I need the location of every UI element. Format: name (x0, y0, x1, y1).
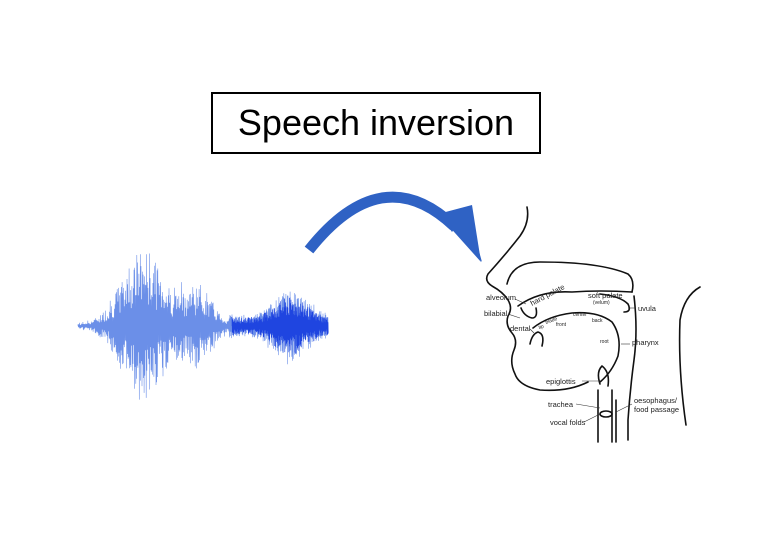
label-blade: blade (545, 316, 559, 326)
leader-lines (507, 298, 636, 423)
label-pharynx: pharynx (632, 338, 659, 347)
nasal-cavity (506, 261, 634, 293)
vocal-folds-shape (599, 410, 613, 418)
curved-arrow-icon (304, 191, 482, 262)
vocal-tract-diagram (485, 206, 701, 443)
diagram-title: Speech inversion (237, 102, 515, 143)
hard-palate-line (517, 290, 633, 307)
label-front: front (556, 322, 567, 328)
neck-back (678, 286, 701, 426)
lower-teeth (529, 331, 544, 347)
face-profile (485, 206, 589, 392)
label-trachea: trachea (548, 400, 574, 409)
speech-waveform-icon (77, 253, 329, 400)
label-vocal-folds: vocal folds (550, 418, 586, 427)
label-tip: tip (538, 324, 545, 331)
label-soft-palate: soft palate (588, 291, 623, 300)
label-food-passage: food passage (634, 405, 679, 414)
label-back: back (592, 318, 603, 324)
label-center: center (573, 312, 587, 318)
label-uvula: uvula (638, 304, 657, 313)
label-root: root (600, 339, 609, 345)
label-dental: dental (510, 324, 531, 333)
label-hard-palate: hard palate (529, 282, 566, 308)
label-alveolum: alveolum (486, 293, 516, 302)
label-oesophagus: oesophagus/ (634, 396, 678, 405)
epiglottis-shape (597, 365, 610, 387)
pharynx-wall (627, 295, 637, 441)
waveform-trace-dense (231, 297, 329, 354)
label-velum: (velum) (593, 300, 610, 306)
soft-palate-line (599, 293, 631, 313)
upper-teeth (520, 307, 538, 319)
title-box: Speech inversion (211, 92, 541, 154)
label-epiglottis: epiglottis (546, 377, 576, 386)
tongue (532, 311, 620, 383)
label-bilabial: bilabial (484, 309, 508, 318)
